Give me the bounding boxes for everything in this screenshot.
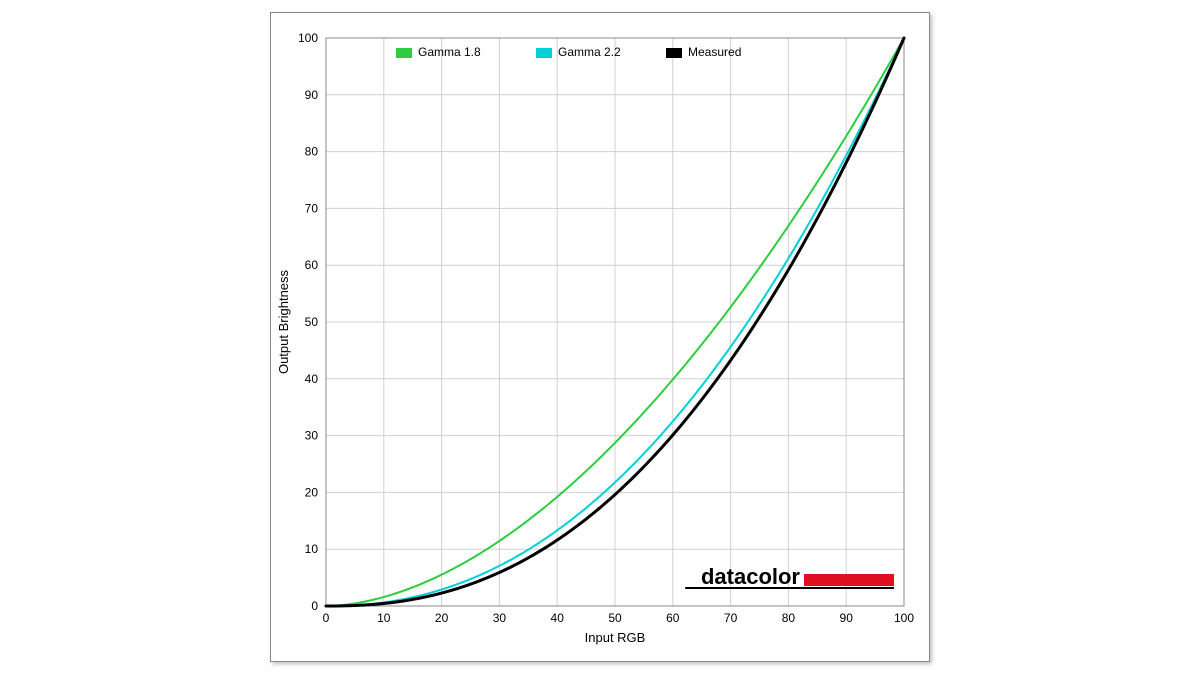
legend-label: Gamma 1.8 — [418, 45, 481, 59]
legend-swatch — [396, 48, 412, 58]
gamma-curve-chart: 0 10 20 30 40 50 60 70 80 90 100 0 10 20 30 40 50 60 70 80 9… — [271, 13, 929, 661]
x-tick-label: 80 — [782, 611, 796, 625]
y-tick-label: 10 — [305, 542, 319, 556]
y-tick-label: 30 — [305, 429, 319, 443]
brand-logo-text: datacolor — [701, 564, 800, 589]
y-tick-label: 20 — [305, 485, 319, 499]
y-tick-label: 40 — [305, 372, 319, 386]
y-tick-label: 90 — [305, 88, 319, 102]
legend-label: Measured — [688, 45, 741, 59]
y-tick-label: 0 — [311, 599, 318, 613]
legend-swatch — [536, 48, 552, 58]
x-tick-label: 20 — [435, 611, 449, 625]
y-tick-label: 100 — [298, 31, 318, 45]
y-tick-label: 80 — [305, 145, 319, 159]
legend-label: Gamma 2.2 — [558, 45, 621, 59]
legend-swatch — [666, 48, 682, 58]
x-tick-label: 90 — [840, 611, 854, 625]
x-tick-label: 30 — [493, 611, 507, 625]
x-axis-label: Input RGB — [585, 630, 646, 645]
brand-bar — [804, 574, 894, 586]
x-tick-label: 100 — [894, 611, 914, 625]
y-tick-label: 50 — [305, 315, 319, 329]
x-tick-label: 40 — [551, 611, 565, 625]
chart-window-frame: 0 10 20 30 40 50 60 70 80 90 100 0 10 20 30 40 50 60 70 80 9… — [270, 12, 930, 662]
x-tick-label: 50 — [608, 611, 622, 625]
y-axis-label: Output Brightness — [276, 269, 291, 374]
y-tick-label: 60 — [305, 258, 319, 272]
x-tick-label: 60 — [666, 611, 680, 625]
y-tick-label: 70 — [305, 201, 319, 215]
x-tick-label: 10 — [377, 611, 391, 625]
x-tick-label: 70 — [724, 611, 738, 625]
x-tick-label: 0 — [323, 611, 330, 625]
